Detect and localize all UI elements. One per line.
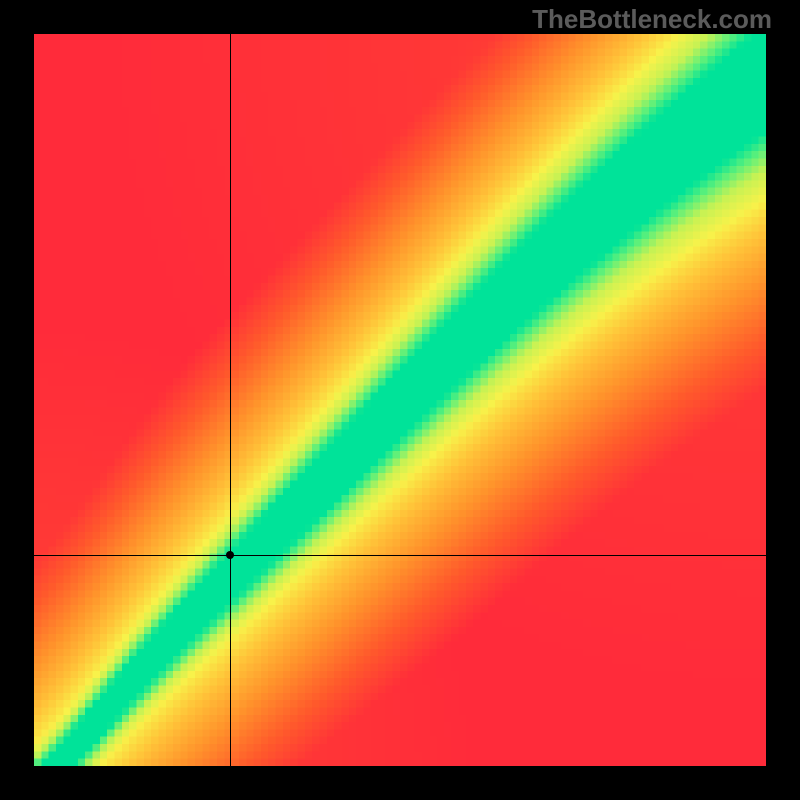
marker-dot (226, 551, 234, 559)
bottleneck-heatmap (34, 34, 766, 766)
crosshair-horizontal (34, 555, 766, 556)
watermark: TheBottleneck.com (532, 4, 772, 35)
crosshair-vertical (230, 34, 231, 766)
